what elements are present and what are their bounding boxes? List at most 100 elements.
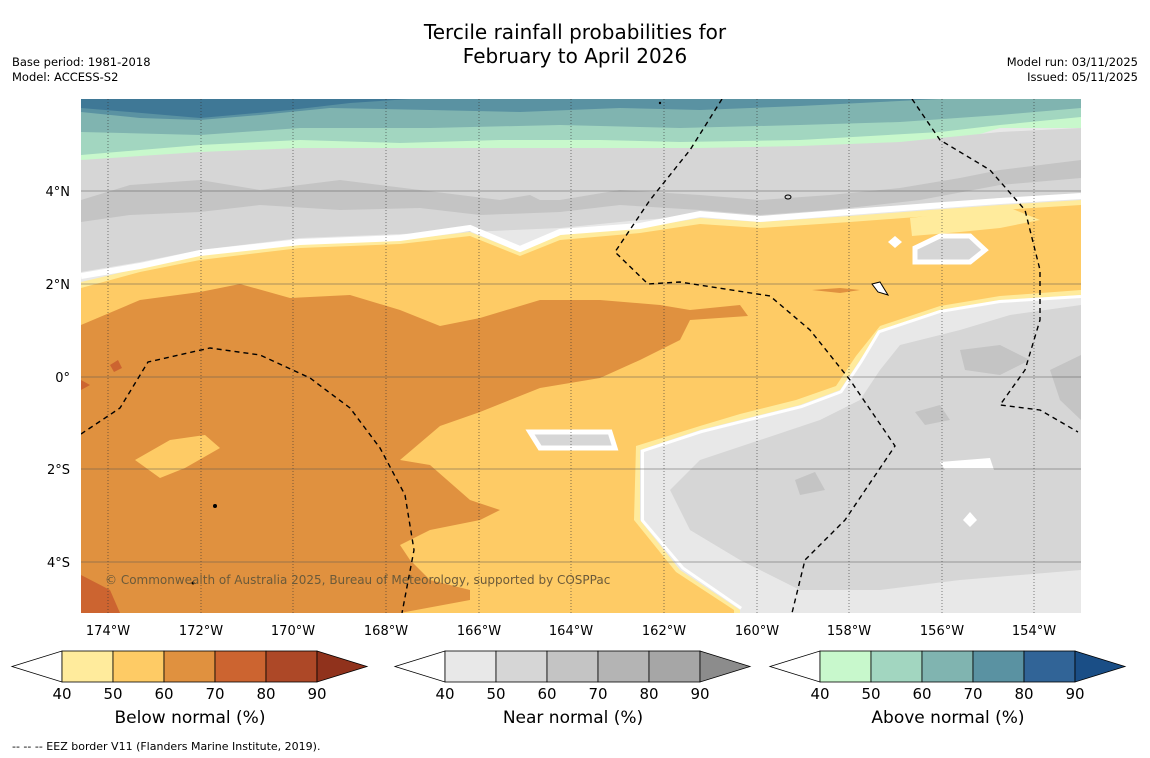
island-tabuaeran bbox=[784, 194, 792, 200]
colorbar-above-normal-label: Above normal (%) bbox=[871, 708, 1025, 728]
lon-label-154w: 154°W bbox=[1012, 624, 1056, 639]
model-run: Model run: 03/11/2025 bbox=[1006, 55, 1138, 69]
below-normal-70-region bbox=[81, 284, 748, 613]
colorbar-segment bbox=[112, 650, 165, 683]
meta-right: Model run: 03/11/2025 Issued: 05/11/2025 bbox=[1007, 55, 1138, 85]
lon-label-170w: 170°W bbox=[271, 624, 315, 639]
near-normal-70-patch-2 bbox=[1050, 355, 1081, 420]
lon-label-174w: 174°W bbox=[86, 624, 130, 639]
near-normal-island-5 bbox=[963, 512, 977, 527]
colorbar-segment bbox=[1023, 650, 1076, 683]
below-normal-50-patch bbox=[910, 208, 1040, 236]
title-line-1: Tercile rainfall probabilities for bbox=[423, 20, 727, 44]
colorbar-tick-label: 50 bbox=[861, 685, 880, 703]
colorbar-segment bbox=[163, 650, 216, 683]
below-normal-80-spot bbox=[110, 360, 122, 372]
colorbar-segment bbox=[972, 650, 1025, 683]
colorbar-tick-label: 70 bbox=[963, 685, 982, 703]
near-normal-island-3 bbox=[888, 236, 902, 248]
category-boundary-north bbox=[81, 193, 1081, 279]
eez-border-tokelau bbox=[81, 347, 415, 613]
colorbar-tick-label: 50 bbox=[103, 685, 122, 703]
colorbar-tick-label: 90 bbox=[690, 685, 709, 703]
lon-label-162w: 162°W bbox=[642, 624, 686, 639]
below-normal-80-edge bbox=[81, 380, 90, 390]
colorbar-min-triangle bbox=[393, 650, 446, 683]
colorbar-segment bbox=[921, 650, 974, 683]
colorbar-min-triangle bbox=[10, 650, 63, 683]
colorbar-segment bbox=[61, 650, 114, 683]
lat-label-4n: 4°N bbox=[46, 185, 71, 200]
near-normal-70-patch-5 bbox=[500, 195, 550, 213]
colorbar-segment bbox=[870, 650, 923, 683]
model-name: Model: ACCESS-S2 bbox=[12, 70, 119, 84]
below-normal-60-pocket bbox=[135, 435, 220, 478]
colorbar-tick-label: 60 bbox=[912, 685, 931, 703]
island-small-2 bbox=[658, 101, 662, 105]
title-line-2: February to April 2026 bbox=[462, 44, 688, 68]
below-normal-80-corner bbox=[81, 575, 120, 613]
colorbar-above-normal: 40 50 60 70 80 90 bbox=[768, 650, 1127, 703]
colorbar-tick-label: 60 bbox=[154, 685, 173, 703]
lon-label-160w: 160°W bbox=[735, 624, 779, 639]
colorbar-tick-label: 70 bbox=[588, 685, 607, 703]
near-normal-70-patch-4 bbox=[795, 472, 825, 495]
near-normal-island-2 bbox=[912, 233, 989, 265]
island-small-1 bbox=[213, 504, 217, 508]
island-small-3 bbox=[191, 581, 195, 585]
island-kiritimati bbox=[871, 281, 890, 296]
colorbar-tick-label: 40 bbox=[52, 685, 71, 703]
issued-date: Issued: 05/11/2025 bbox=[1027, 70, 1138, 84]
lat-label-2s: 2°S bbox=[47, 463, 70, 478]
colorbar-tick-label: 80 bbox=[256, 685, 275, 703]
colorbar-max-triangle bbox=[316, 650, 369, 683]
lon-labels: 174°W 172°W 170°W 168°W 166°W 164°W 162°… bbox=[86, 624, 1056, 639]
colorbar-min-triangle bbox=[768, 650, 821, 683]
colorbar-tick-label: 80 bbox=[639, 685, 658, 703]
near-normal-60-south-region bbox=[670, 305, 1081, 590]
below-normal-70-sliver bbox=[812, 288, 860, 293]
base-period: Base period: 1981-2018 bbox=[12, 55, 151, 69]
near-normal-60-north-region bbox=[81, 160, 1081, 222]
meta-left: Base period: 1981-2018 Model: ACCESS-S2 bbox=[12, 55, 151, 85]
colorbar-tick-label: 60 bbox=[537, 685, 556, 703]
colorbar-segment bbox=[495, 650, 548, 683]
colorbar-max-triangle bbox=[699, 650, 752, 683]
colorbar-segment bbox=[648, 650, 701, 683]
colorbar-segment bbox=[265, 650, 318, 683]
colorbar-tick-label: 50 bbox=[486, 685, 505, 703]
colorbar-tick-label: 40 bbox=[435, 685, 454, 703]
map-title: Tercile rainfall probabilities for Febru… bbox=[0, 20, 1150, 68]
colorbar-tick-label: 90 bbox=[307, 685, 326, 703]
colorbar-below-normal: 40 50 60 70 80 90 bbox=[10, 650, 369, 703]
near-normal-70-patch-3 bbox=[915, 405, 950, 425]
lon-label-164w: 164°W bbox=[549, 624, 593, 639]
colorbar-near-normal: 40 50 60 70 80 90 bbox=[393, 650, 752, 703]
colorbar-tick-label: 80 bbox=[1014, 685, 1033, 703]
near-normal-island-4 bbox=[940, 458, 994, 470]
above-normal-85-region bbox=[81, 99, 410, 118]
colorbar-tick-label: 70 bbox=[205, 685, 224, 703]
map-plot-area bbox=[81, 99, 1081, 613]
lat-label-4s: 4°S bbox=[47, 556, 70, 571]
lon-label-156w: 156°W bbox=[920, 624, 964, 639]
lon-label-158w: 158°W bbox=[827, 624, 871, 639]
colorbar-segment bbox=[214, 650, 267, 683]
eez-border-line-islands-east bbox=[911, 99, 1079, 433]
lat-labels: 4°N 2°N 0° 2°S 4°S bbox=[46, 185, 71, 571]
colorbar-segment bbox=[444, 650, 497, 683]
colorbar-tick-label: 90 bbox=[1065, 685, 1084, 703]
colorbar-segment bbox=[597, 650, 650, 683]
colorbar-max-triangle bbox=[1074, 650, 1127, 683]
copyright-text: © Commonwealth of Australia 2025, Bureau… bbox=[105, 573, 610, 587]
colorbar-near-normal-label: Near normal (%) bbox=[502, 708, 644, 728]
lon-label-168w: 168°W bbox=[364, 624, 408, 639]
lat-label-2n: 2°N bbox=[46, 278, 71, 293]
lon-label-172w: 172°W bbox=[179, 624, 223, 639]
colorbar-segment bbox=[819, 650, 872, 683]
colorbar-segment bbox=[546, 650, 599, 683]
colorbar-below-normal-label: Below normal (%) bbox=[114, 708, 266, 728]
lon-label-166w: 166°W bbox=[457, 624, 501, 639]
near-normal-70-patch-1 bbox=[960, 345, 1030, 375]
